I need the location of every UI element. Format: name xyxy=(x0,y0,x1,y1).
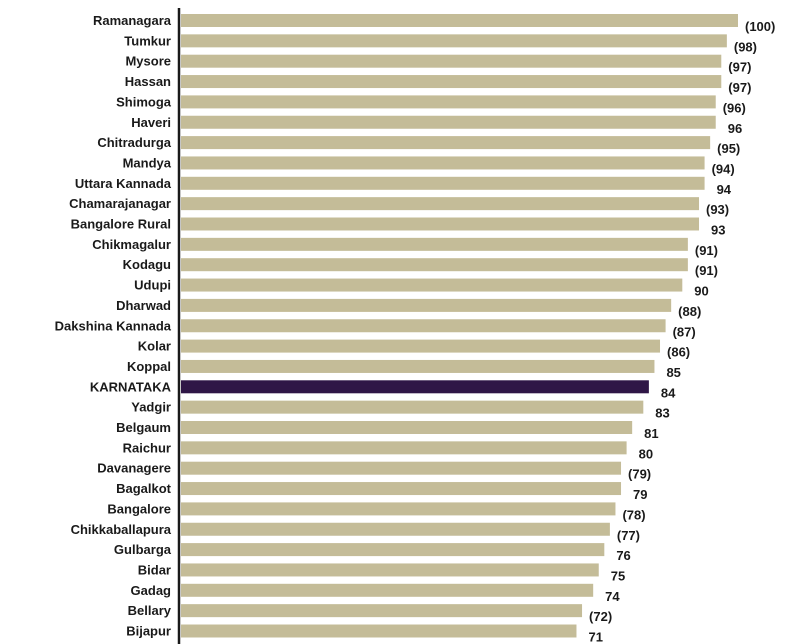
category-label-bagalkot: Bagalkot xyxy=(116,481,172,496)
category-label-belgaum: Belgaum xyxy=(116,420,171,435)
category-label-gulbarga: Gulbarga xyxy=(114,542,172,557)
value-label-gulbarga: 76 xyxy=(616,548,630,563)
category-label-koppal: Koppal xyxy=(127,359,171,374)
category-label-haveri: Haveri xyxy=(131,115,171,130)
value-label-koppal: 85 xyxy=(666,365,680,380)
value-label-bellary: (72) xyxy=(589,609,612,624)
category-label-mysore: Mysore xyxy=(125,54,171,69)
bar-tumkur xyxy=(181,34,727,48)
value-label-chikkaballapura: (77) xyxy=(617,528,640,543)
value-label-gadag: 74 xyxy=(605,589,620,604)
value-label-bangalore-rural: 93 xyxy=(711,223,725,238)
value-label-bijapur: 71 xyxy=(588,630,602,644)
bar-chikmagalur xyxy=(181,237,688,251)
value-label-davanagere: (79) xyxy=(628,467,651,482)
bar-bangalore xyxy=(181,502,616,516)
bar-koppal xyxy=(181,359,655,373)
bar-ramanagara xyxy=(181,14,738,27)
value-label-bidar: 75 xyxy=(611,568,625,583)
value-label-kolar: (86) xyxy=(667,345,690,360)
bar-chamarajanagar xyxy=(181,197,700,211)
bar-bidar xyxy=(181,563,599,577)
value-label-bagalkot: 79 xyxy=(633,487,647,502)
category-label-raichur: Raichur xyxy=(123,440,171,455)
bar-hassan xyxy=(181,75,722,89)
category-label-mandya: Mandya xyxy=(123,155,172,170)
bar-gulbarga xyxy=(181,543,605,557)
value-label-yadgir: 83 xyxy=(655,406,669,421)
value-label-haveri: 96 xyxy=(728,121,742,136)
bar-dharwad xyxy=(181,298,672,312)
value-label-karnataka: 84 xyxy=(661,385,676,400)
category-label-bangalore-rural: Bangalore Rural xyxy=(71,217,171,232)
value-label-chamarajanagar: (93) xyxy=(706,202,729,217)
category-label-gadag: Gadag xyxy=(131,583,172,598)
category-label-udupi: Udupi xyxy=(134,278,171,293)
category-label-tumkur: Tumkur xyxy=(124,33,171,48)
category-label-bidar: Bidar xyxy=(138,562,171,577)
value-labels: (100) (98) (97) (97) (96) 96 (95) (94) 94 (93) 93 (… xyxy=(588,19,775,644)
bar-haveri xyxy=(181,115,716,129)
category-label-chikmagalur: Chikmagalur xyxy=(92,237,171,252)
category-label-uttara-kannada: Uttara Kannada xyxy=(75,176,172,191)
bar-mandya xyxy=(181,156,705,170)
category-label-kolar: Kolar xyxy=(138,339,171,354)
category-label-karnataka: KARNATAKA xyxy=(90,379,172,394)
value-label-dharwad: (88) xyxy=(678,304,701,319)
value-label-chikmagalur: (91) xyxy=(695,243,718,258)
value-label-udupi: 90 xyxy=(694,284,708,299)
value-label-bangalore: (78) xyxy=(622,507,645,522)
bar-gadag xyxy=(181,583,594,597)
category-label-dharwad: Dharwad xyxy=(116,298,171,313)
bar-chikkaballapura xyxy=(181,522,610,536)
bar-davanagere xyxy=(181,461,622,475)
bar-bangalore-rural xyxy=(181,217,700,231)
value-label-tumkur: (98) xyxy=(734,39,757,54)
bar-bijapur xyxy=(181,624,577,638)
value-label-uttara-kannada: 94 xyxy=(717,182,732,197)
category-labels: Ramanagara Tumkur Mysore Hassan Shimoga Haver… xyxy=(55,13,172,639)
category-label-dakshina-kannada: Dakshina Kannada xyxy=(55,318,172,333)
value-label-shimoga: (96) xyxy=(723,100,746,115)
category-label-davanagere: Davanagere xyxy=(97,461,171,476)
value-label-mysore: (97) xyxy=(728,60,751,75)
bar-kolar xyxy=(181,339,661,353)
bar-chitradurga xyxy=(181,136,711,150)
value-label-belgaum: 81 xyxy=(644,426,658,441)
value-label-hassan: (97) xyxy=(728,80,751,95)
bar-bellary xyxy=(181,604,583,618)
value-label-kodagu: (91) xyxy=(695,263,718,278)
category-label-bijapur: Bijapur xyxy=(126,624,171,639)
bar-dakshina-kannada xyxy=(181,319,666,333)
category-label-kodagu: Kodagu xyxy=(123,257,171,272)
bar-yadgir xyxy=(181,400,644,414)
category-label-chikkaballapura: Chikkaballapura xyxy=(71,522,172,537)
category-label-shimoga: Shimoga xyxy=(116,94,172,109)
category-label-yadgir: Yadgir xyxy=(131,400,171,415)
value-label-dakshina-kannada: (87) xyxy=(673,324,696,339)
category-label-hassan: Hassan xyxy=(125,74,171,89)
category-label-chitradurga: Chitradurga xyxy=(97,135,171,150)
bar-uttara-kannada xyxy=(181,176,705,190)
category-label-chamarajanagar: Chamarajanagar xyxy=(69,196,171,211)
bar-shimoga xyxy=(181,95,716,109)
bar-kodagu xyxy=(181,258,688,272)
value-label-raichur: 80 xyxy=(639,446,653,461)
bar-bagalkot xyxy=(181,482,622,496)
value-label-mandya: (94) xyxy=(712,161,735,176)
category-label-bangalore: Bangalore xyxy=(107,501,171,516)
bar-mysore xyxy=(181,54,722,68)
value-label-chitradurga: (95) xyxy=(717,141,740,156)
category-label-bellary: Bellary xyxy=(128,603,172,618)
value-label-ramanagara: (100) xyxy=(745,19,775,34)
bar-udupi xyxy=(181,278,683,292)
bar-raichur xyxy=(181,441,627,455)
category-label-ramanagara: Ramanagara xyxy=(93,13,172,28)
bar-karnataka xyxy=(181,380,649,394)
bar-belgaum xyxy=(181,421,633,434)
bars xyxy=(181,14,738,638)
